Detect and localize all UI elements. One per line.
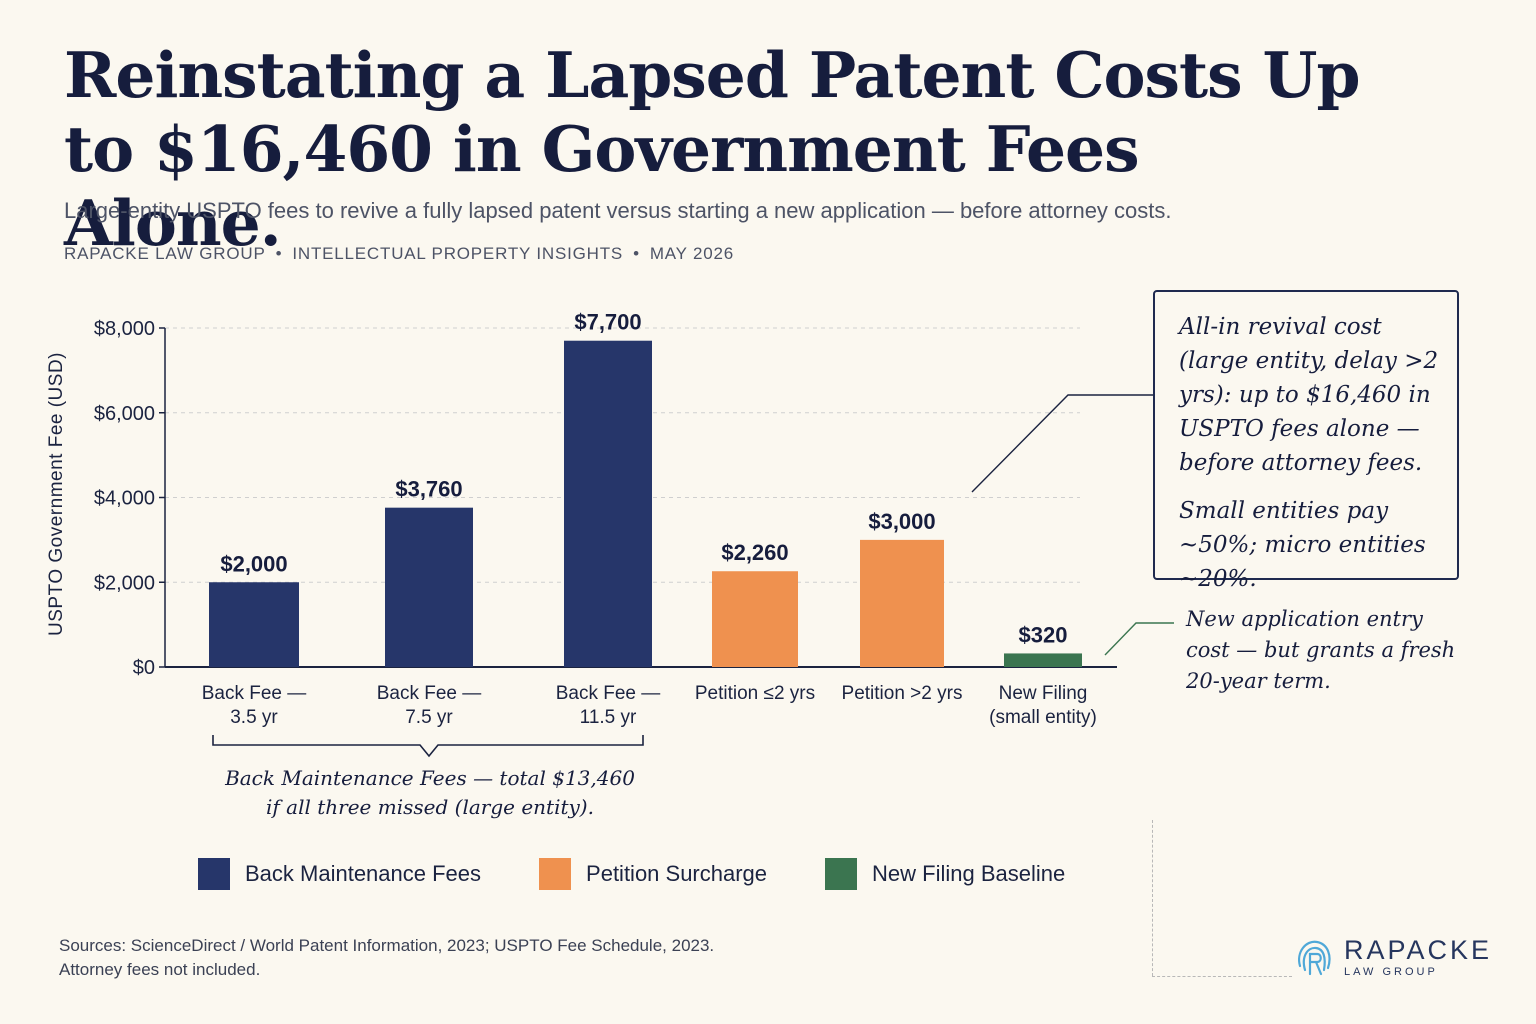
legend-swatch-back-fees xyxy=(198,858,230,890)
revival-cost-callout: All-in revival cost (large entity, delay… xyxy=(1153,290,1459,592)
bracket-note-line-1: Back Maintenance Fees — total $13,460 xyxy=(225,766,635,790)
logo-subtitle: LAW GROUP xyxy=(1344,966,1438,978)
footer-divider xyxy=(1152,820,1153,976)
bracket-note-line-2: if all three missed (large entity). xyxy=(266,795,594,819)
x-tick-label: 3.5 yr xyxy=(230,707,278,728)
new-filing-leader-line xyxy=(1104,622,1174,656)
bar-value-label: $2,000 xyxy=(220,551,287,576)
y-tick-label: $6,000 xyxy=(94,403,155,425)
byline-topic: INTELLECTUAL PROPERTY INSIGHTS xyxy=(292,244,624,263)
y-tick-label: $0 xyxy=(133,657,155,679)
y-tick-label: $4,000 xyxy=(94,488,155,510)
x-tick-label: Back Fee — xyxy=(202,683,307,704)
brand-logo: RAPACKE LAW GROUP xyxy=(1290,934,1492,980)
footer-divider xyxy=(1152,976,1292,977)
logo-name: RAPACKE xyxy=(1344,935,1493,965)
new-filing-note: New application entry cost — but grants … xyxy=(1186,607,1456,693)
bar xyxy=(385,507,473,667)
bar xyxy=(1004,653,1082,667)
page-subtitle: Large-entity USPTO fees to revive a full… xyxy=(64,198,1172,223)
x-tick-label: Petition >2 yrs xyxy=(842,683,963,704)
y-tick-label: $2,000 xyxy=(94,572,155,594)
x-tick-label: 7.5 yr xyxy=(405,707,453,728)
page-title: Reinstating a Lapsed Patent Costs Up to … xyxy=(64,38,1361,260)
back-fees-bracket xyxy=(212,735,644,758)
byline: RAPACKE LAW GROUP • INTELLECTUAL PROPERTY … xyxy=(64,244,734,264)
callout-main-text: All-in revival cost (large entity, delay… xyxy=(1179,314,1439,476)
bar xyxy=(712,571,798,667)
x-tick-label: Back Fee — xyxy=(377,683,482,704)
bar-value-label: $3,000 xyxy=(868,509,935,534)
x-tick-label: (small entity) xyxy=(989,707,1097,728)
byline-org: RAPACKE LAW GROUP xyxy=(64,244,266,263)
sources-line: Sources: ScienceDirect / World Patent In… xyxy=(59,936,715,955)
bar-value-label: $3,760 xyxy=(395,477,462,502)
sources-note: Sources: ScienceDirect / World Patent In… xyxy=(59,934,714,982)
attorney-fees-line: Attorney fees not included. xyxy=(59,960,261,979)
back-fees-bracket-note: Back Maintenance Fees — total $13,460 if… xyxy=(190,764,670,822)
bar xyxy=(564,340,652,667)
legend-label-new-filing: New Filing Baseline xyxy=(872,861,1066,886)
y-tick-label: $8,000 xyxy=(94,318,155,340)
bar-value-label: $2,260 xyxy=(721,540,788,565)
y-axis-label: USPTO Government Fee (USD) xyxy=(46,352,67,636)
fingerprint-r-icon xyxy=(1298,940,1331,976)
bar xyxy=(209,582,299,667)
bar-value-label: $7,700 xyxy=(574,310,641,335)
bar-value-label: $320 xyxy=(1019,622,1068,647)
legend-item-back-fees: Back Maintenance Fees xyxy=(198,858,481,890)
callout-entity-text: Small entities pay ~50%; micro entities … xyxy=(1179,498,1426,592)
x-tick-label: 11.5 yr xyxy=(580,707,637,728)
legend-swatch-new-filing xyxy=(825,858,858,890)
callout-leader-line xyxy=(971,394,1153,493)
legend-item-new-filing: New Filing Baseline xyxy=(825,858,1065,890)
x-tick-label: Back Fee — xyxy=(556,683,661,704)
byline-date: MAY 2026 xyxy=(649,244,735,263)
legend-item-petition: Petition Surcharge xyxy=(539,858,767,890)
x-tick-label: New Filing xyxy=(999,683,1088,704)
byline-separator: • xyxy=(275,244,283,263)
chart-legend: Back Maintenance Fees Petition Surcharge… xyxy=(198,858,1123,890)
legend-label-petition: Petition Surcharge xyxy=(586,861,768,886)
legend-swatch-petition xyxy=(539,858,572,890)
bar xyxy=(860,539,944,667)
x-tick-label: Petition ≤2 yrs xyxy=(695,683,815,704)
legend-label-back-fees: Back Maintenance Fees xyxy=(245,861,482,886)
byline-separator: • xyxy=(633,244,640,263)
